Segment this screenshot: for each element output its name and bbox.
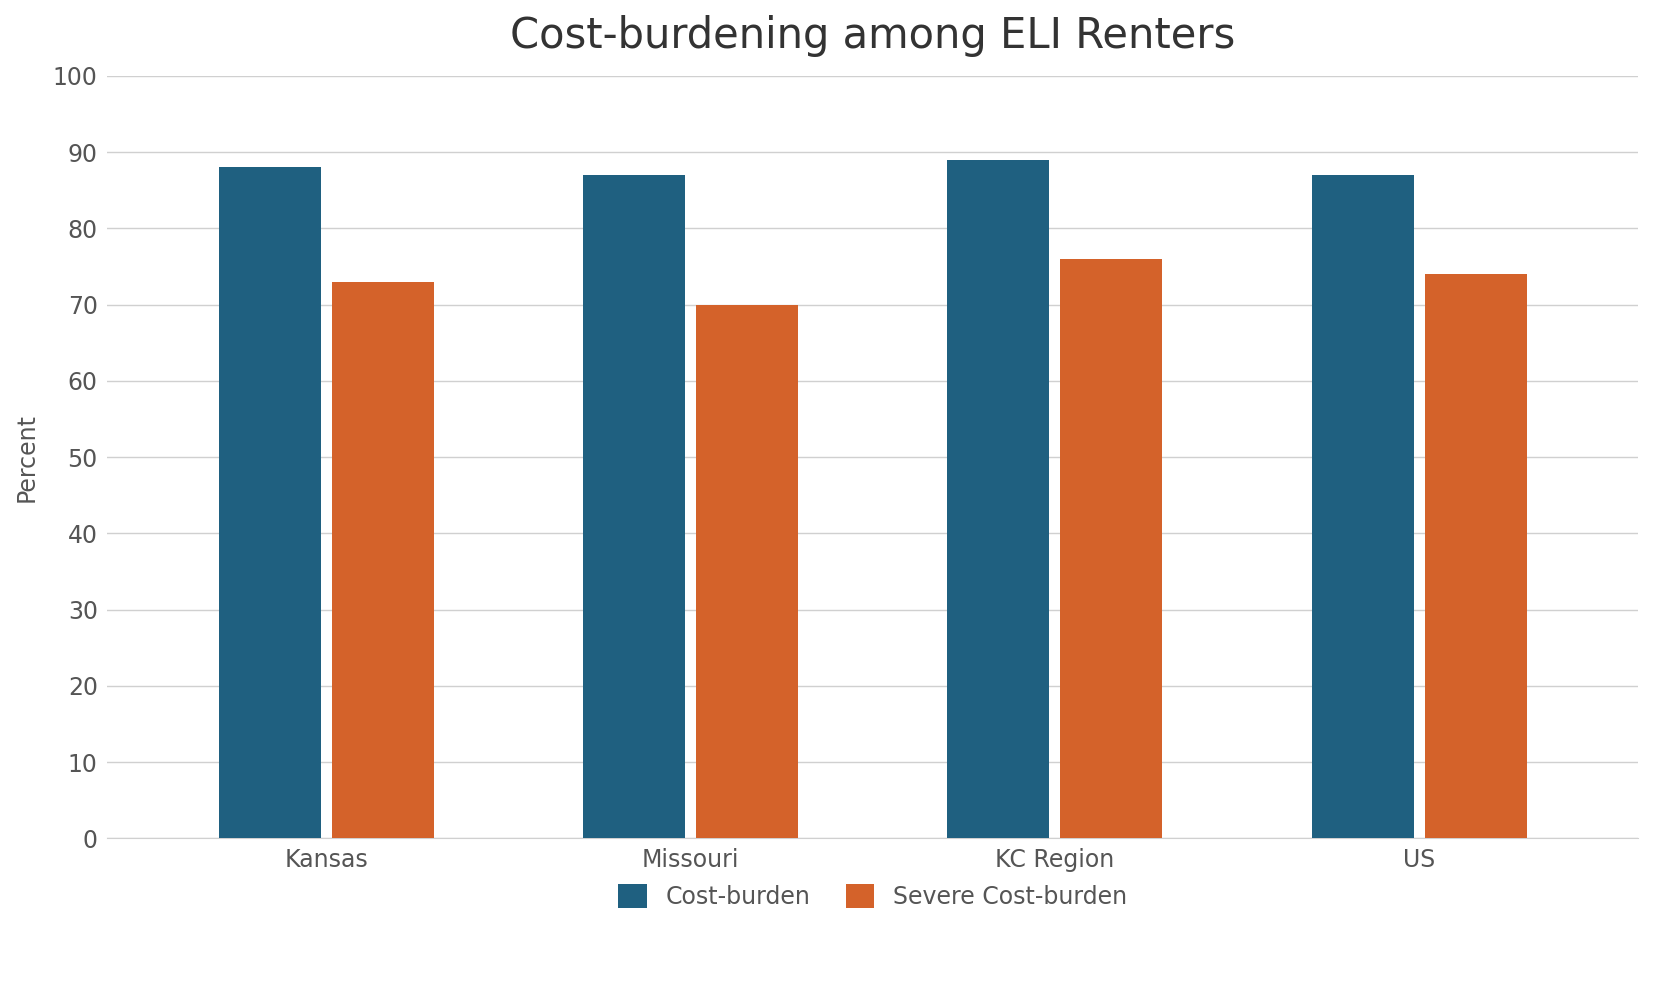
Bar <box>584 175 684 838</box>
Y-axis label: Percent: Percent <box>15 413 40 501</box>
Bar <box>1312 175 1413 838</box>
Bar <box>1425 274 1527 838</box>
Legend: Cost-burden, Severe Cost-burden: Cost-burden, Severe Cost-burden <box>608 874 1137 919</box>
Title: Cost-burdening among ELI Renters: Cost-burdening among ELI Renters <box>511 15 1235 57</box>
Bar <box>696 305 798 838</box>
Bar <box>947 160 1050 838</box>
Bar <box>1061 259 1162 838</box>
Bar <box>218 167 321 838</box>
Bar <box>332 282 433 838</box>
